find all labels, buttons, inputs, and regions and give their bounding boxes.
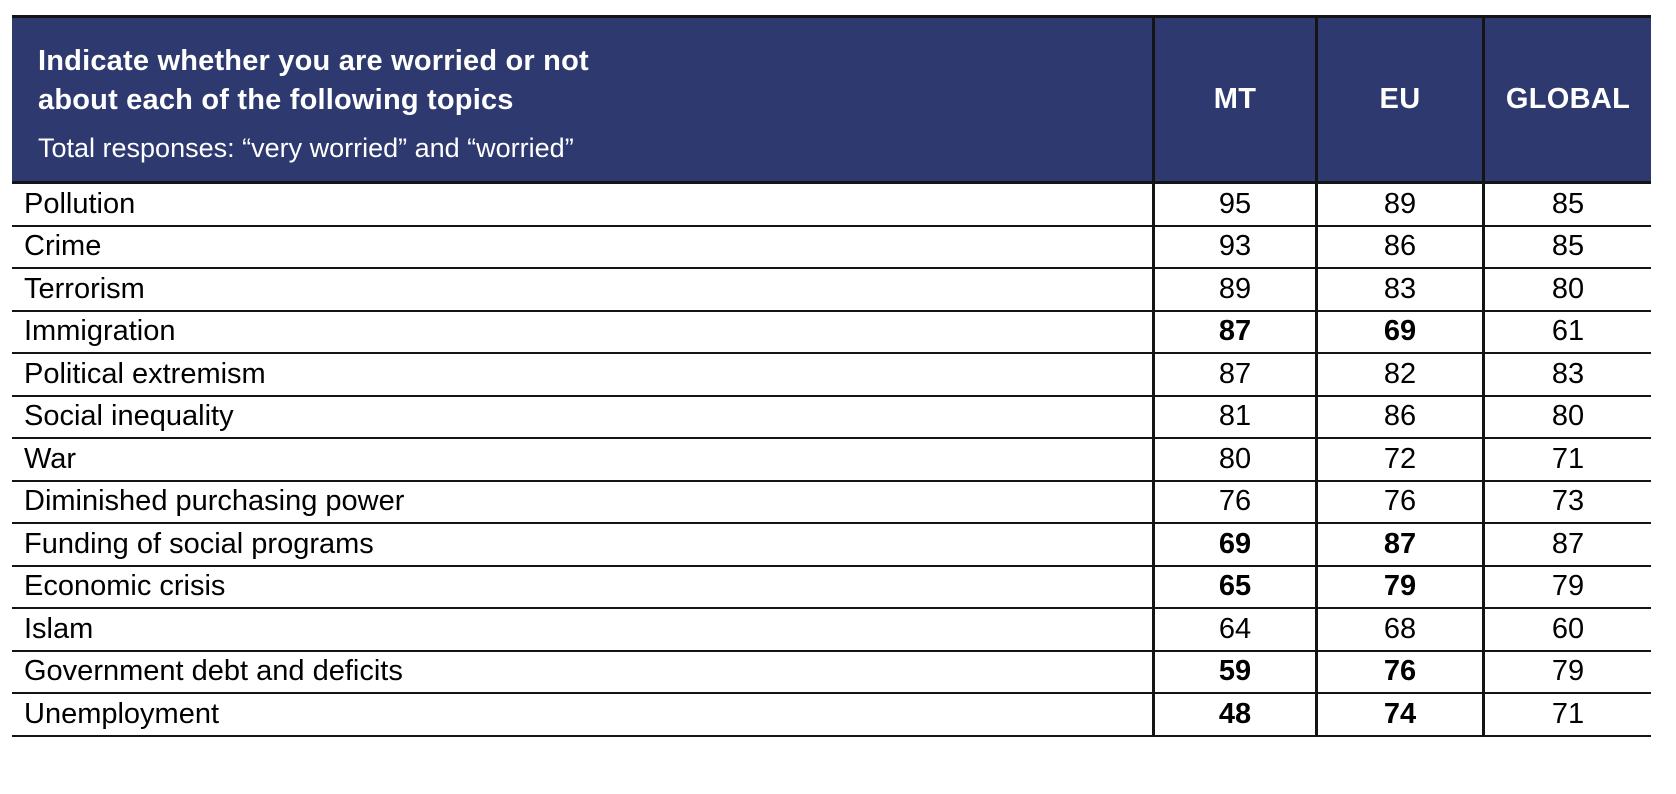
value-cell-mt: 48	[1152, 694, 1315, 735]
table-row: Social inequality 81 86 80	[12, 396, 1651, 439]
value-cell-global: 80	[1482, 396, 1651, 437]
table-row: Political extremism 87 82 83	[12, 354, 1651, 397]
value-cell-eu: 74	[1315, 694, 1482, 735]
value-cell-mt: 64	[1152, 609, 1315, 650]
table-row: Islam 64 68 60	[12, 609, 1651, 652]
value-cell-mt: 95	[1152, 184, 1315, 225]
value-cell-mt: 65	[1152, 566, 1315, 607]
column-header-eu: EU	[1315, 18, 1482, 181]
topic-cell: Diminished purchasing power	[24, 485, 405, 518]
value-cell-global: 80	[1482, 269, 1651, 310]
value-cell-eu: 76	[1315, 481, 1482, 522]
value-cell-mt: 81	[1152, 396, 1315, 437]
value-cell-mt: 69	[1152, 524, 1315, 565]
topic-cell: Economic crisis	[24, 570, 226, 603]
value-cell-global: 83	[1482, 354, 1651, 395]
value-cell-global: 87	[1482, 524, 1651, 565]
value-cell-global: 60	[1482, 609, 1651, 650]
value-cell-eu: 86	[1315, 226, 1482, 267]
table-body: Pollution 95 89 85 Crime 93 86 85 Terrorism 89 83 8…	[12, 184, 1651, 737]
table-row: War 80 72 71	[12, 439, 1651, 482]
value-cell-global: 61	[1482, 311, 1651, 352]
table-title-line1: Indicate whether you are worried or not	[38, 45, 589, 77]
topic-cell: Social inequality	[24, 400, 234, 433]
table-row: Diminished purchasing power 76 76 73	[12, 481, 1651, 524]
value-cell-global: 79	[1482, 566, 1651, 607]
value-cell-mt: 89	[1152, 269, 1315, 310]
value-cell-eu: 89	[1315, 184, 1482, 225]
topic-cell: Immigration	[24, 315, 176, 348]
topic-cell: Islam	[24, 612, 94, 645]
topic-cell: Unemployment	[24, 697, 220, 730]
column-header-mt: MT	[1152, 18, 1315, 181]
table-title-line2: about each of the following topics	[38, 84, 514, 116]
topic-cell: War	[24, 442, 77, 475]
table-row: Terrorism 89 83 80	[12, 269, 1651, 312]
value-cell-global: 73	[1482, 481, 1651, 522]
table-row: Crime 93 86 85	[12, 226, 1651, 269]
table-subtitle: Total responses: “very worried” and “wor…	[38, 133, 574, 163]
question-cell: Indicate whether you are worried or not …	[12, 18, 1152, 181]
value-cell-mt: 76	[1152, 481, 1315, 522]
table-row: Pollution 95 89 85	[12, 184, 1651, 227]
table-header: Indicate whether you are worried or not …	[12, 18, 1651, 184]
value-cell-global: 85	[1482, 226, 1651, 267]
value-cell-global: 85	[1482, 184, 1651, 225]
topic-cell: Political extremism	[24, 357, 266, 390]
topic-cell: Crime	[24, 230, 102, 263]
value-cell-mt: 87	[1152, 311, 1315, 352]
worry-survey-table: Indicate whether you are worried or not …	[12, 15, 1651, 737]
topic-cell: Pollution	[24, 187, 136, 220]
value-cell-global: 79	[1482, 651, 1651, 692]
value-cell-mt: 59	[1152, 651, 1315, 692]
table-row: Immigration 87 69 61	[12, 311, 1651, 354]
value-cell-eu: 82	[1315, 354, 1482, 395]
column-header-global: GLOBAL	[1482, 18, 1651, 181]
value-cell-eu: 83	[1315, 269, 1482, 310]
value-cell-eu: 68	[1315, 609, 1482, 650]
value-cell-eu: 76	[1315, 651, 1482, 692]
table-row: Funding of social programs 69 87 87	[12, 524, 1651, 567]
topic-cell: Government debt and deficits	[24, 655, 403, 688]
value-cell-eu: 87	[1315, 524, 1482, 565]
value-cell-mt: 87	[1152, 354, 1315, 395]
topic-cell: Terrorism	[24, 272, 145, 305]
value-cell-eu: 72	[1315, 439, 1482, 480]
value-cell-global: 71	[1482, 694, 1651, 735]
table-row: Economic crisis 65 79 79	[12, 566, 1651, 609]
value-cell-eu: 69	[1315, 311, 1482, 352]
table-row: Unemployment 48 74 71	[12, 694, 1651, 737]
value-cell-eu: 79	[1315, 566, 1482, 607]
value-cell-mt: 80	[1152, 439, 1315, 480]
table-row: Government debt and deficits 59 76 79	[12, 651, 1651, 694]
value-cell-mt: 93	[1152, 226, 1315, 267]
value-cell-eu: 86	[1315, 396, 1482, 437]
value-cell-global: 71	[1482, 439, 1651, 480]
topic-cell: Funding of social programs	[24, 527, 374, 560]
